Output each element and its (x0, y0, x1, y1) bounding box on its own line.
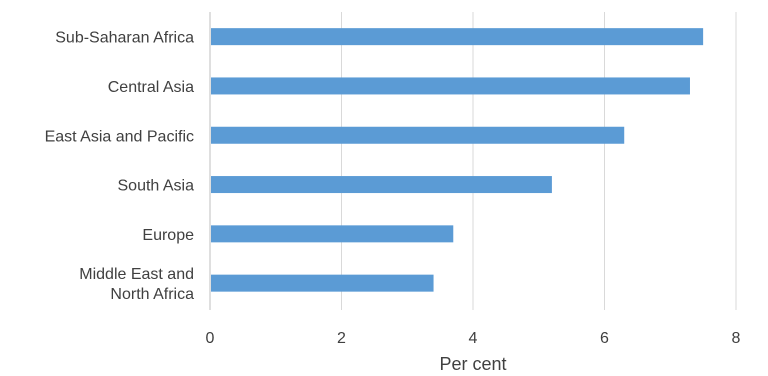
gridlines (209, 12, 737, 310)
category-label: Central Asia (108, 79, 194, 96)
category-labels: Sub-Saharan Africa Central Asia East Asia … (45, 30, 195, 303)
category-label-line: Middle East and (79, 266, 194, 283)
category-label: Middle East and North Africa (79, 266, 194, 303)
x-axis-title: Per cent (439, 354, 506, 374)
category-label: Europe (142, 227, 194, 244)
x-tick-label: 6 (600, 330, 609, 347)
bar (211, 176, 552, 194)
x-tick-label: 8 (732, 330, 741, 347)
category-label-line: South Asia (118, 178, 195, 195)
category-label-line: Central Asia (108, 79, 194, 96)
bar (211, 28, 704, 46)
x-tick-label: 2 (337, 330, 346, 347)
x-tick-label: 4 (469, 330, 478, 347)
bar (211, 126, 625, 144)
x-tick-labels: 0 2 4 6 8 (206, 330, 741, 347)
category-label-line: Europe (142, 227, 194, 244)
bars (211, 28, 704, 292)
category-label: Sub-Saharan Africa (55, 30, 194, 47)
bar (211, 274, 434, 292)
category-label-line: East Asia and Pacific (45, 128, 194, 145)
category-label-line: North Africa (110, 286, 194, 303)
category-label: South Asia (118, 178, 195, 195)
x-tick-label: 0 (206, 330, 215, 347)
bar (211, 225, 454, 243)
category-label-line: Sub-Saharan Africa (55, 30, 194, 47)
bar (211, 77, 690, 95)
category-label: East Asia and Pacific (45, 128, 194, 145)
